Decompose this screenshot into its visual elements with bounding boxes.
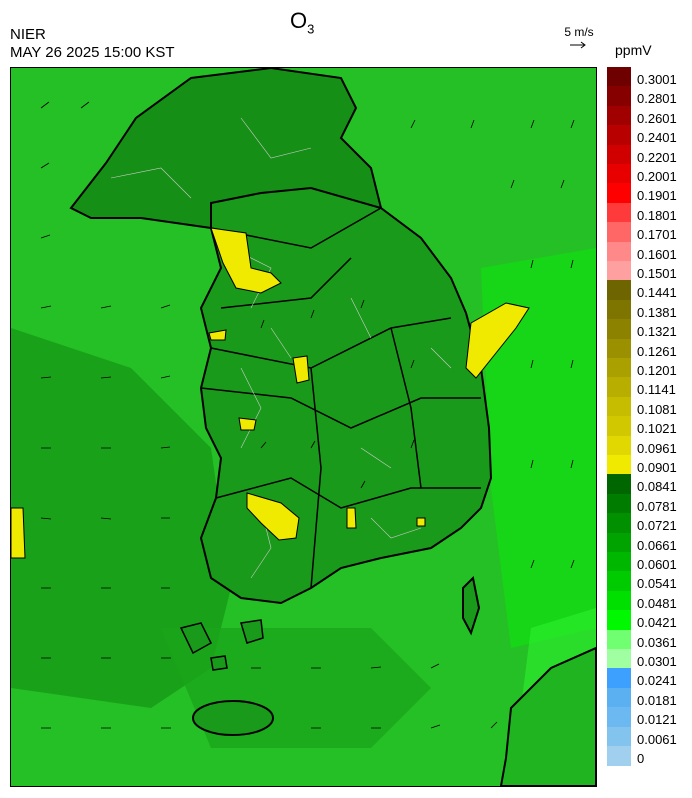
ozone-map: [10, 67, 597, 787]
province-borders: [200, 207, 481, 589]
wind-vectors: [40, 101, 575, 729]
colorbar-cell: [607, 183, 631, 204]
colorbar-tick-label: 0.1441: [637, 285, 677, 301]
unit-label: ppmV: [615, 42, 652, 58]
colorbar-cell: [607, 513, 631, 534]
colorbar-cell: [607, 707, 631, 728]
wind-reference-label: 5 m/s: [564, 25, 594, 39]
wind-reference-arrow-icon: [570, 41, 586, 49]
colorbar-cell: [607, 396, 631, 417]
jeju-island: [192, 700, 274, 736]
colorbar-cell: [607, 67, 631, 87]
colorbar-cell: [607, 746, 631, 766]
colorbar-cell: [607, 590, 631, 611]
colorbar-tick-label: 0.0721: [637, 518, 677, 534]
colorbar-tick-label: 0.1381: [637, 304, 677, 320]
colorbar-tick-label: 0: [637, 751, 645, 766]
colorbar-cell: [607, 649, 631, 669]
colorbar-cell: [607, 280, 631, 301]
colorbar-cell: [607, 474, 631, 495]
colorbar-tick-label: 0.1141: [637, 382, 676, 398]
colorbar-tick-label: 0.0841: [637, 479, 677, 495]
colorbar-tick-label: 0.1901: [637, 188, 677, 204]
title-main: O: [290, 8, 308, 33]
colorbar-cell: [607, 629, 631, 650]
colorbar-cell: [607, 552, 631, 572]
colorbar-cell: [607, 377, 631, 398]
colorbar-tick-label: 0.1321: [637, 324, 677, 340]
district-borders: [110, 117, 452, 579]
colorbar-tick-label: 0.0781: [637, 498, 677, 514]
timestamp-label: MAY 26 2025 15:00 KST: [10, 44, 175, 61]
colorbar-tick-label: 0.2201: [637, 149, 677, 165]
colorbar-tick-label: 0.0421: [637, 615, 677, 631]
colorbar-cell: [607, 493, 631, 514]
colorbar-tick-label: 0.1081: [637, 401, 677, 417]
colorbar-cell: [607, 571, 631, 592]
title-subscript: 3: [307, 21, 315, 37]
field-bright-east: [481, 248, 596, 648]
colorbar-tick-label: 0.0661: [637, 537, 677, 553]
colorbar-tick-label: 0.2601: [637, 110, 677, 126]
colorbar-cell: [607, 125, 631, 146]
colorbar-tick-label: 0.1701: [637, 227, 677, 243]
japan-coast: [499, 646, 596, 786]
colorbar-cell: [607, 86, 631, 107]
colorbar-cell: [607, 164, 631, 184]
colorbar-tick-label: 0.2801: [637, 91, 677, 107]
colorbar-tick-label: 0.1261: [637, 343, 677, 359]
colorbar-cell: [607, 144, 631, 165]
colorbar-cell: [607, 532, 631, 553]
colorbar-cell: [607, 338, 631, 359]
colorbar-tick-label: 0.0361: [637, 634, 677, 650]
colorbar-tick-label: 0.0601: [637, 557, 677, 572]
colorbar-tick-label: 0.0481: [637, 595, 677, 611]
colorbar-tick-label: 0.1021: [637, 421, 677, 437]
colorbar-tick-label: 0.2401: [637, 130, 677, 146]
field-dark-band-west: [11, 328, 231, 708]
colorbar-cell: [607, 299, 631, 320]
high-ozone-patches: [11, 227, 530, 559]
colorbar-cell: [607, 610, 631, 631]
southwest-islands: [179, 619, 264, 671]
colorbar: [607, 67, 631, 767]
colorbar-tick-label: 0.1801: [637, 207, 677, 223]
land-south: [199, 186, 493, 605]
colorbar-tick-label: 0.1201: [637, 363, 677, 378]
colorbar-cell: [607, 222, 631, 243]
colorbar-tick-label: 0.1501: [637, 266, 677, 281]
colorbar-tick-label: 0.1601: [637, 246, 677, 262]
colorbar-cell: [607, 455, 631, 475]
colorbar-tick-label: 0.0541: [637, 576, 677, 592]
colorbar-cell: [607, 726, 631, 747]
colorbar-tick-label: 0.0121: [637, 712, 677, 728]
colorbar-tick-label: 0.0241: [637, 673, 677, 689]
colorbar-tick-label: 0.2001: [637, 169, 677, 184]
colorbar-cell: [607, 358, 631, 378]
colorbar-cell: [607, 241, 631, 262]
colorbar-cell: [607, 261, 631, 281]
colorbar-cell: [607, 105, 631, 126]
colorbar-tick-label: 0.3001: [637, 72, 677, 87]
colorbar-cell: [607, 435, 631, 456]
colorbar-cell: [607, 202, 631, 223]
ulleung-and-tsushima: [462, 575, 481, 636]
colorbar-cell: [607, 319, 631, 340]
colorbar-tick-label: 0.0961: [637, 440, 677, 456]
colorbar-cell: [607, 687, 631, 708]
colorbar-tick-label: 0.0181: [637, 692, 677, 708]
colorbar-tick-label: 0.0901: [637, 460, 677, 475]
map-title: O3: [290, 8, 314, 42]
colorbar-tick-label: 0.0301: [637, 654, 677, 669]
colorbar-cell: [607, 416, 631, 437]
agency-label: NIER: [10, 26, 46, 43]
colorbar-cell: [607, 668, 631, 689]
colorbar-tick-label: 0.0061: [637, 731, 677, 747]
